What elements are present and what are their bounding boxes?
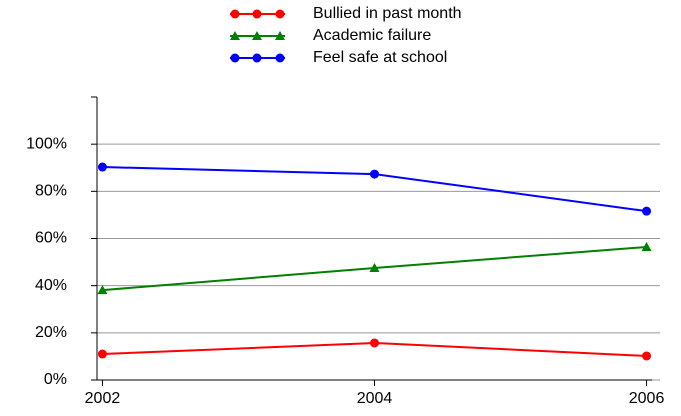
x-tick-label: 2002 <box>85 390 121 407</box>
data-point <box>97 162 107 172</box>
data-point <box>370 338 379 348</box>
legend-marker <box>252 53 262 63</box>
legend-label: Bullied in past month <box>313 5 462 22</box>
y-tick-label: 80% <box>35 183 67 200</box>
y-tick-label: 0% <box>44 371 67 388</box>
data-point <box>641 241 652 251</box>
y-tick-label: 100% <box>26 135 67 152</box>
data-point <box>642 351 652 361</box>
legend-marker <box>252 9 262 19</box>
y-tick-label: 40% <box>35 277 67 294</box>
data-point <box>370 169 379 179</box>
data-point <box>642 206 652 216</box>
legend-label: Academic failure <box>313 27 431 44</box>
legend-marker <box>275 31 285 40</box>
y-tick-label: 20% <box>35 324 67 341</box>
x-tick-label: 2006 <box>629 390 665 407</box>
legend-marker <box>275 9 285 19</box>
data-point <box>97 349 107 359</box>
legend-label: Feel safe at school <box>313 49 447 66</box>
legend-marker <box>230 31 240 40</box>
legend-marker <box>275 53 285 63</box>
data-point <box>97 285 108 295</box>
legend-marker <box>252 31 262 40</box>
x-tick-label: 2004 <box>357 390 393 407</box>
legend-marker <box>230 53 240 63</box>
data-point <box>369 262 380 272</box>
legend-marker <box>230 9 240 19</box>
y-tick-label: 60% <box>35 230 67 247</box>
